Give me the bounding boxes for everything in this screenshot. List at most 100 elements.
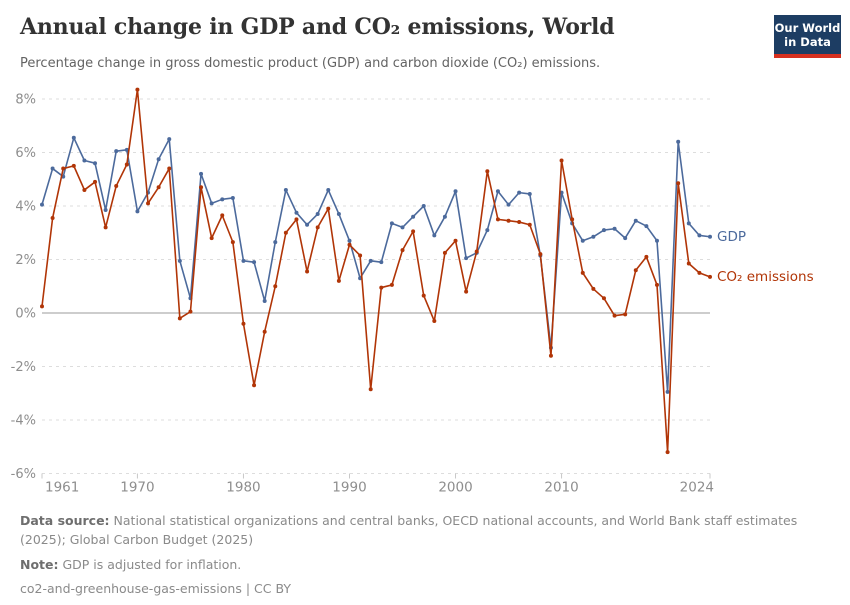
- legend-label-gdp[interactable]: GDP: [717, 229, 746, 245]
- co2-data-point: [347, 242, 352, 247]
- gdp-data-point: [336, 212, 341, 217]
- co2-data-point: [421, 293, 426, 298]
- co2-data-point: [156, 185, 161, 190]
- license-text[interactable]: co2-and-greenhouse-gas-emissions | CC BY: [20, 581, 291, 597]
- co2-data-point: [146, 201, 151, 206]
- gdp-data-point: [71, 135, 76, 140]
- y-tick-label: -4%: [11, 414, 36, 429]
- gdp-data-point: [114, 149, 119, 154]
- co2-series-line[interactable]: [41, 88, 711, 453]
- gdp-series-line[interactable]: [41, 136, 711, 393]
- co2-data-point: [103, 225, 108, 230]
- co2-data-point: [495, 217, 500, 222]
- co2-data-point: [124, 162, 129, 167]
- co2-data-point: [623, 312, 628, 317]
- co2-data-point: [220, 213, 225, 218]
- gdp-data-point: [103, 208, 108, 213]
- x-tick-label: 1980: [226, 480, 260, 496]
- co2-data-point: [591, 286, 596, 291]
- co2-data-point: [315, 225, 320, 230]
- gdp-data-point: [389, 221, 394, 226]
- co2-data-point: [368, 387, 373, 392]
- co2-data-point: [432, 319, 437, 324]
- gdp-data-point: [633, 218, 638, 223]
- co2-data-point: [71, 163, 76, 168]
- co2-data-point: [601, 296, 606, 301]
- co2-data-point: [559, 158, 564, 163]
- gdp-data-point: [623, 236, 628, 241]
- co2-data-point: [252, 383, 257, 388]
- gdp-data-point: [326, 187, 331, 192]
- y-tick-label: 6%: [15, 146, 36, 161]
- note-text: GDP is adjusted for inflation.: [58, 556, 242, 572]
- co2-data-point: [262, 329, 267, 334]
- gdp-data-point: [654, 238, 659, 243]
- gdp-data-point: [294, 210, 299, 215]
- chart-subtitle: Percentage change in gross domestic prod…: [20, 56, 601, 71]
- co2-data-point: [654, 282, 659, 287]
- co2-data-point: [697, 270, 702, 275]
- y-tick-label: 8%: [15, 93, 36, 108]
- co2-data-point: [580, 270, 585, 275]
- gdp-data-point: [580, 238, 585, 243]
- gdp-data-point: [209, 201, 214, 206]
- co2-data-point: [82, 187, 87, 192]
- line-chart-canvas[interactable]: 8% 6% 4% 2% 0% -2% -4% -6% 1961 1970 1980 1990 2000 2…: [0, 85, 850, 505]
- co2-data-point: [485, 169, 490, 174]
- y-tick-label: 0%: [15, 307, 36, 322]
- co2-data-point: [50, 216, 55, 221]
- co2-data-point: [294, 217, 299, 222]
- gdp-data-point: [241, 258, 246, 263]
- co2-data-point: [411, 229, 416, 234]
- chart-footer: Data source: National statistical organi…: [20, 512, 828, 605]
- co2-data-point: [686, 261, 691, 266]
- co2-data-point: [612, 313, 617, 318]
- co2-data-point: [241, 321, 246, 326]
- gdp-data-point: [708, 234, 712, 239]
- gdp-data-point: [665, 389, 670, 394]
- owid-logo[interactable]: Our World in Data: [774, 15, 841, 58]
- gdp-data-point: [697, 233, 702, 238]
- gdp-data-point: [82, 158, 87, 163]
- x-tick-label: 2000: [438, 480, 472, 496]
- gdp-data-point: [50, 166, 55, 171]
- gdp-data-point: [495, 189, 500, 194]
- gdp-data-point: [368, 258, 373, 263]
- gdp-data-point: [442, 214, 447, 219]
- co2-data-point: [538, 252, 543, 257]
- co2-data-point: [506, 218, 511, 223]
- co2-data-point: [708, 274, 712, 279]
- co2-data-point: [61, 166, 66, 171]
- co2-data-point: [379, 285, 384, 290]
- co2-data-point: [527, 222, 532, 227]
- gdp-data-point: [199, 171, 204, 176]
- co2-data-point: [188, 309, 193, 314]
- gdp-data-point: [135, 209, 140, 214]
- co2-data-point: [453, 238, 458, 243]
- gdp-data-point: [93, 161, 98, 166]
- x-tick-label: 1970: [120, 480, 154, 496]
- data-source-label: Data source:: [20, 513, 110, 528]
- co2-data-point: [167, 166, 172, 171]
- gdp-data-point: [411, 214, 416, 219]
- gdp-data-point: [591, 234, 596, 239]
- co2-data-point: [135, 87, 140, 92]
- gdp-data-point: [421, 204, 426, 208]
- y-tick-label: -2%: [11, 360, 36, 375]
- chart-title: Annual change in GDP and CO₂ emissions, …: [20, 14, 615, 40]
- y-tick-label: 4%: [15, 200, 36, 215]
- gdp-data-point: [40, 202, 44, 207]
- gdp-data-point: [273, 240, 278, 245]
- gdp-data-point: [305, 222, 310, 227]
- co2-data-point: [548, 353, 553, 358]
- legend-label-co2[interactable]: CO₂ emissions: [717, 269, 814, 285]
- co2-data-point: [633, 268, 638, 273]
- gdp-data-point: [453, 189, 458, 194]
- co2-data-point: [209, 236, 214, 241]
- co2-data-point: [114, 183, 119, 188]
- co2-data-point: [273, 284, 278, 289]
- co2-data-point: [676, 181, 681, 186]
- gdp-data-point: [686, 221, 691, 226]
- gdp-data-point: [177, 258, 182, 263]
- data-source-line: Data source: National statistical organi…: [20, 512, 828, 550]
